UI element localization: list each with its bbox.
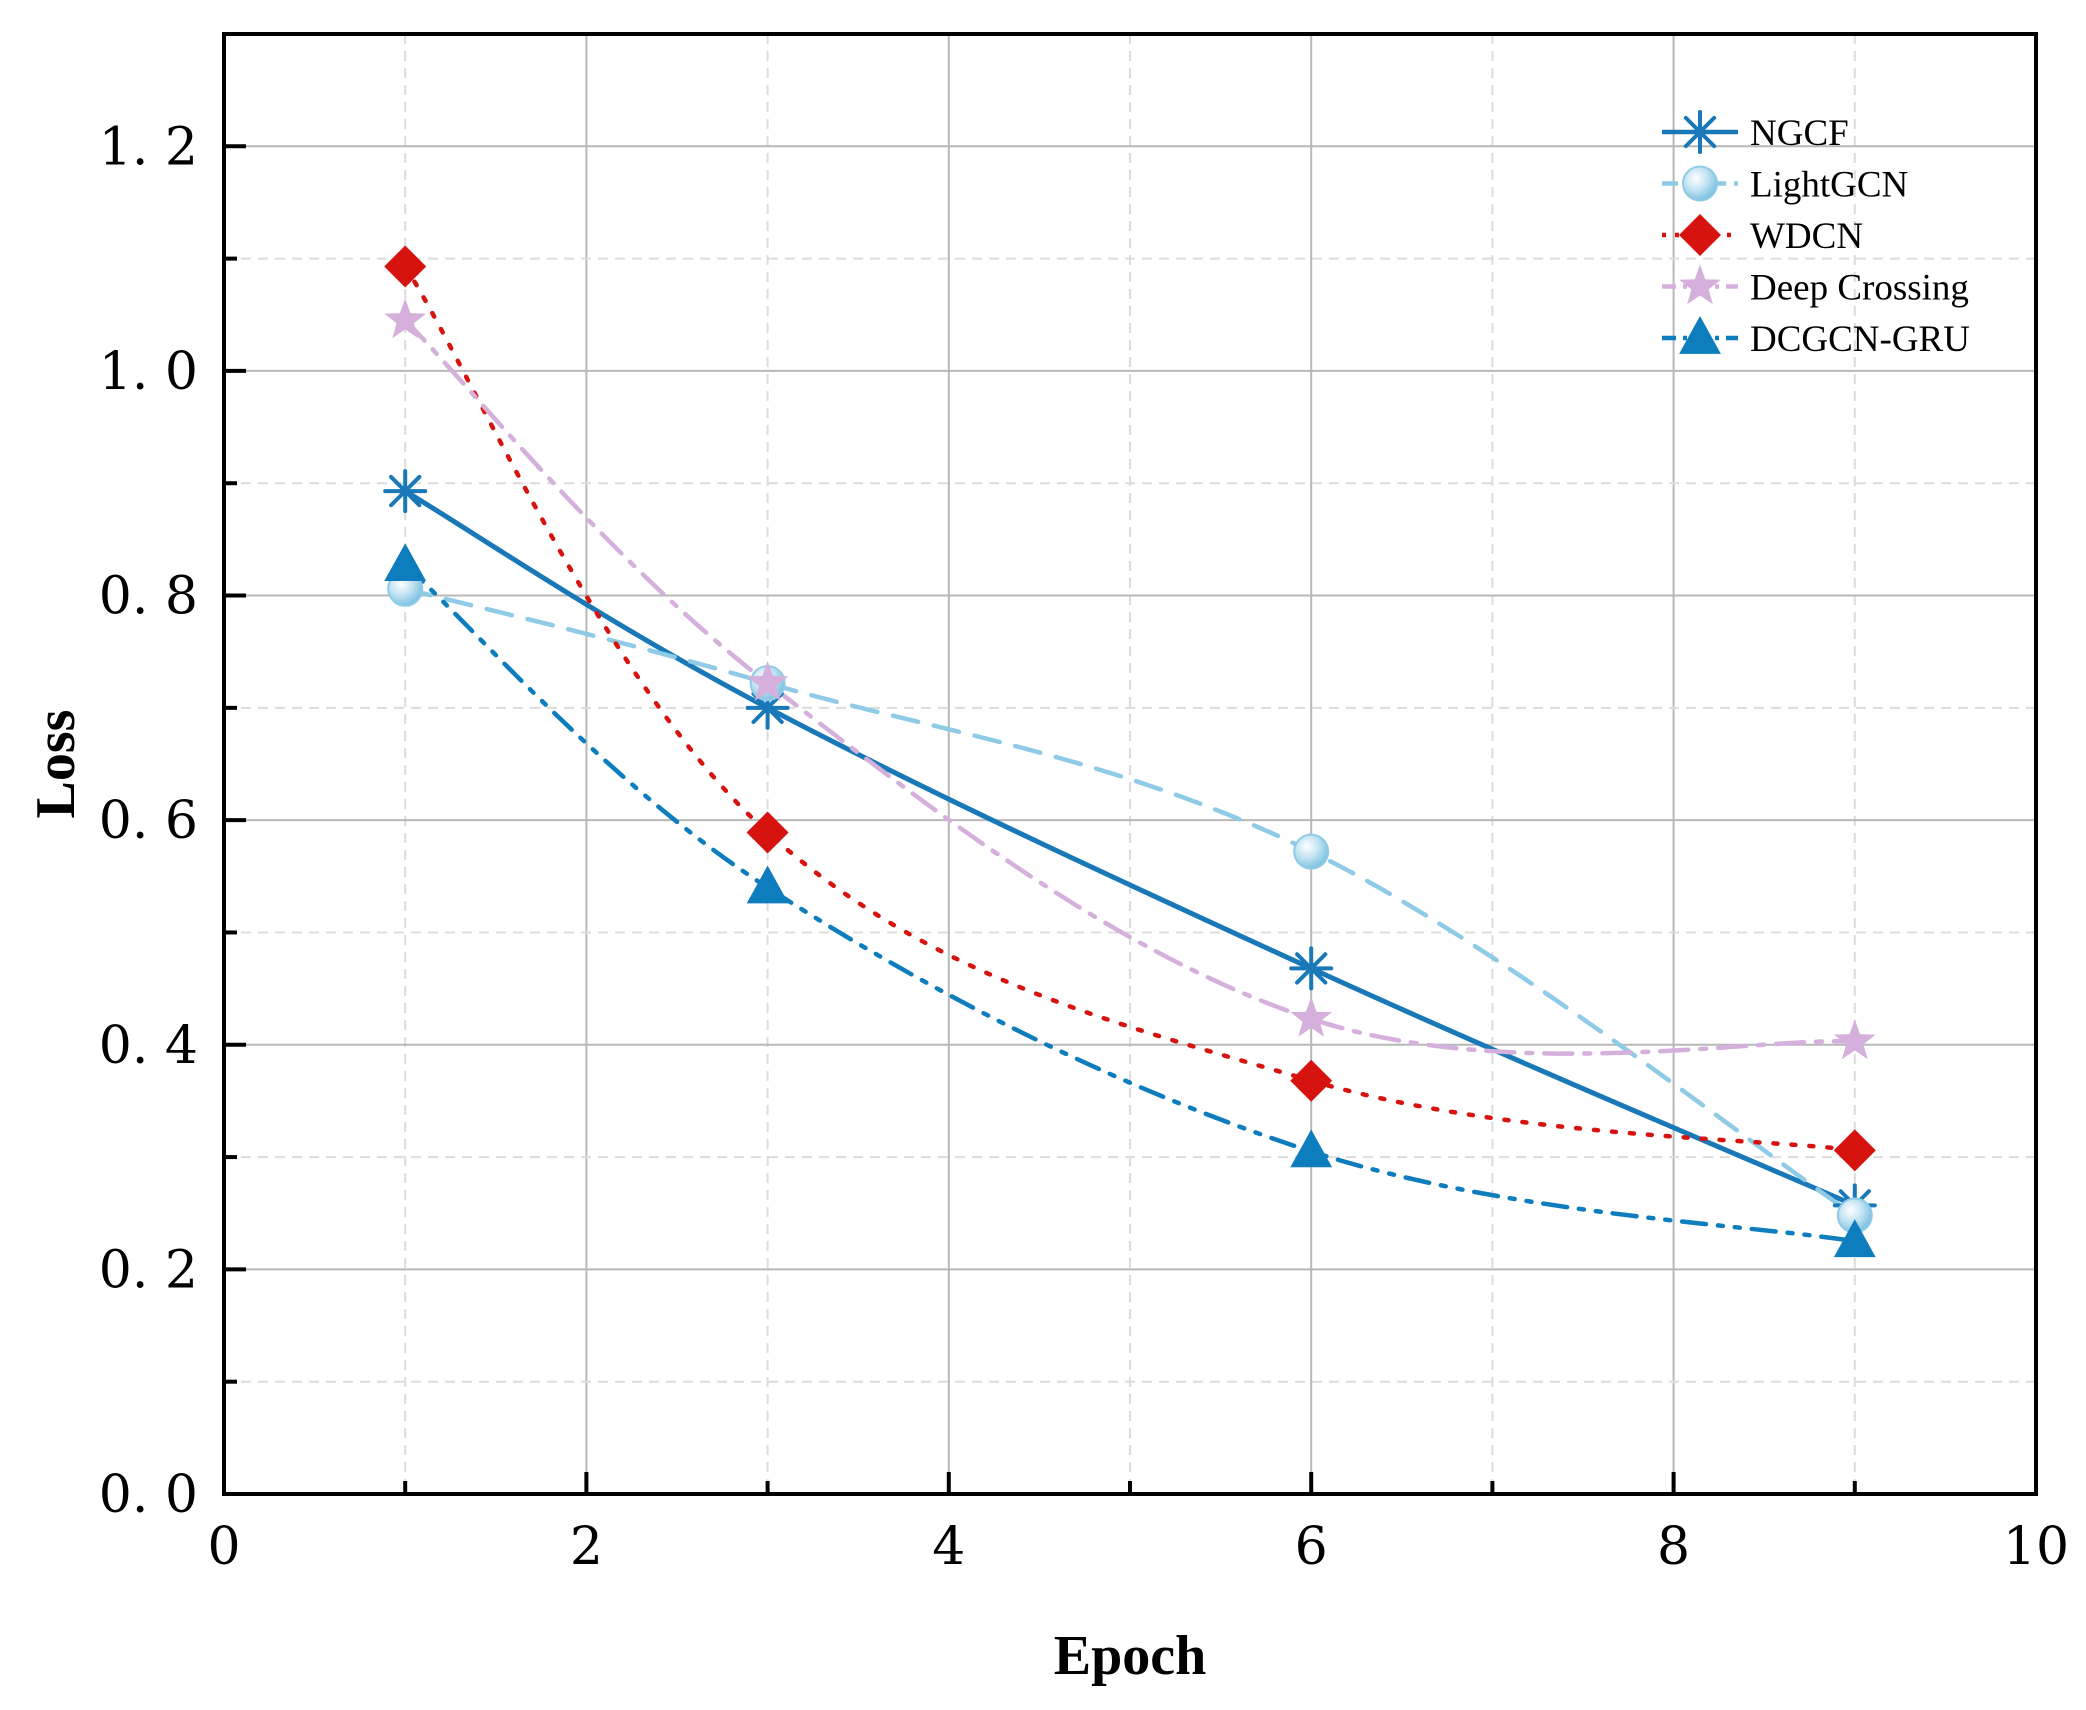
y-tick-label: 1. 0 (99, 342, 198, 402)
y-tick-label: 0. 8 (99, 567, 198, 627)
x-tick-label: 6 (1295, 1517, 1328, 1577)
x-axis-title: Epoch (1054, 1625, 1207, 1687)
data-point-ngcf-stroke (389, 474, 422, 508)
axis-ticks: 0 2 4 6 8 10 0. 0 0. 2 0. 4 0. 6 0. 8 1. 0 1. 2 (99, 32, 2069, 1577)
data-point-deep-crossing (1833, 1019, 1876, 1060)
grid (224, 33, 2036, 1494)
legend-marker-deep-crossing (1679, 264, 1721, 305)
legend-entry-dcgcn-gru: DCGCN-GRU (1662, 316, 1970, 360)
legend-entry-ngcf: NGCF (1662, 110, 1849, 154)
y-tick-label: 0. 0 (99, 1465, 198, 1525)
series-line-lightgcn (402, 586, 1858, 1218)
series-line-dcgcn-gru (402, 562, 1858, 1244)
legend-label-wdcn: WDCN (1750, 216, 1863, 257)
series-line-ngcf (402, 488, 1858, 1208)
legend-label-lightgcn: LightGCN (1750, 165, 1908, 206)
legend-entry-wdcn: WDCN (1662, 214, 1863, 257)
data-point-dcgcn-gru (384, 543, 427, 582)
x-tick-label: 10 (2003, 1517, 2069, 1577)
legend-marker-ngcf (1678, 110, 1722, 154)
data-point-dcgcn-gru (1833, 1219, 1876, 1258)
x-tick-label: 8 (1657, 1517, 1690, 1577)
y-tick-label: 1. 2 (99, 117, 198, 177)
series-line-deep-crossing (402, 318, 1858, 1056)
data-point-wdcn (746, 811, 789, 854)
data-point-dcgcn-gru (746, 865, 789, 904)
legend-label-dcgcn-gru: DCGCN-GRU (1750, 319, 1970, 360)
legend: NGCF LightGCN WDCN Deep Crossing DCGCN-GRU (1662, 110, 1970, 360)
data-point-deep-crossing (384, 298, 427, 339)
legend-entry-lightgcn: LightGCN (1662, 165, 1908, 206)
data-point-wdcn (1833, 1129, 1876, 1172)
legend-entry-deep-crossing: Deep Crossing (1662, 264, 1969, 309)
legend-marker-wdcn (1679, 214, 1721, 256)
data-point-dcgcn-gru (1290, 1129, 1333, 1168)
series-lines (402, 264, 1858, 1244)
y-axis-title: Loss (25, 710, 87, 819)
y-tick-label: 0. 6 (99, 791, 198, 851)
data-point-deep-crossing (1290, 996, 1333, 1037)
data-point-wdcn (1290, 1059, 1333, 1102)
data-point-lightgcn (1293, 833, 1330, 870)
legend-marker-ngcf-stroke (1683, 115, 1717, 149)
legend-marker-lightgcn (1682, 165, 1718, 202)
data-point-ngcf-stroke (1295, 952, 1328, 985)
legend-marker-dcgcn-gru (1679, 316, 1721, 354)
data-point-wdcn (384, 245, 427, 288)
y-tick-label: 0. 2 (99, 1240, 198, 1300)
x-tick-label: 2 (570, 1517, 603, 1577)
data-point-ngcf (383, 469, 428, 514)
x-tick-label: 4 (932, 1517, 965, 1577)
data-point-deep-crossing (746, 661, 789, 701)
y-tick-label: 0. 4 (99, 1016, 198, 1076)
data-markers (383, 245, 1877, 1258)
data-point-ngcf (1289, 946, 1334, 991)
x-tick-label: 0 (207, 1517, 240, 1577)
legend-label-deep-crossing: Deep Crossing (1750, 268, 1969, 309)
legend-label-ngcf: NGCF (1750, 113, 1849, 154)
